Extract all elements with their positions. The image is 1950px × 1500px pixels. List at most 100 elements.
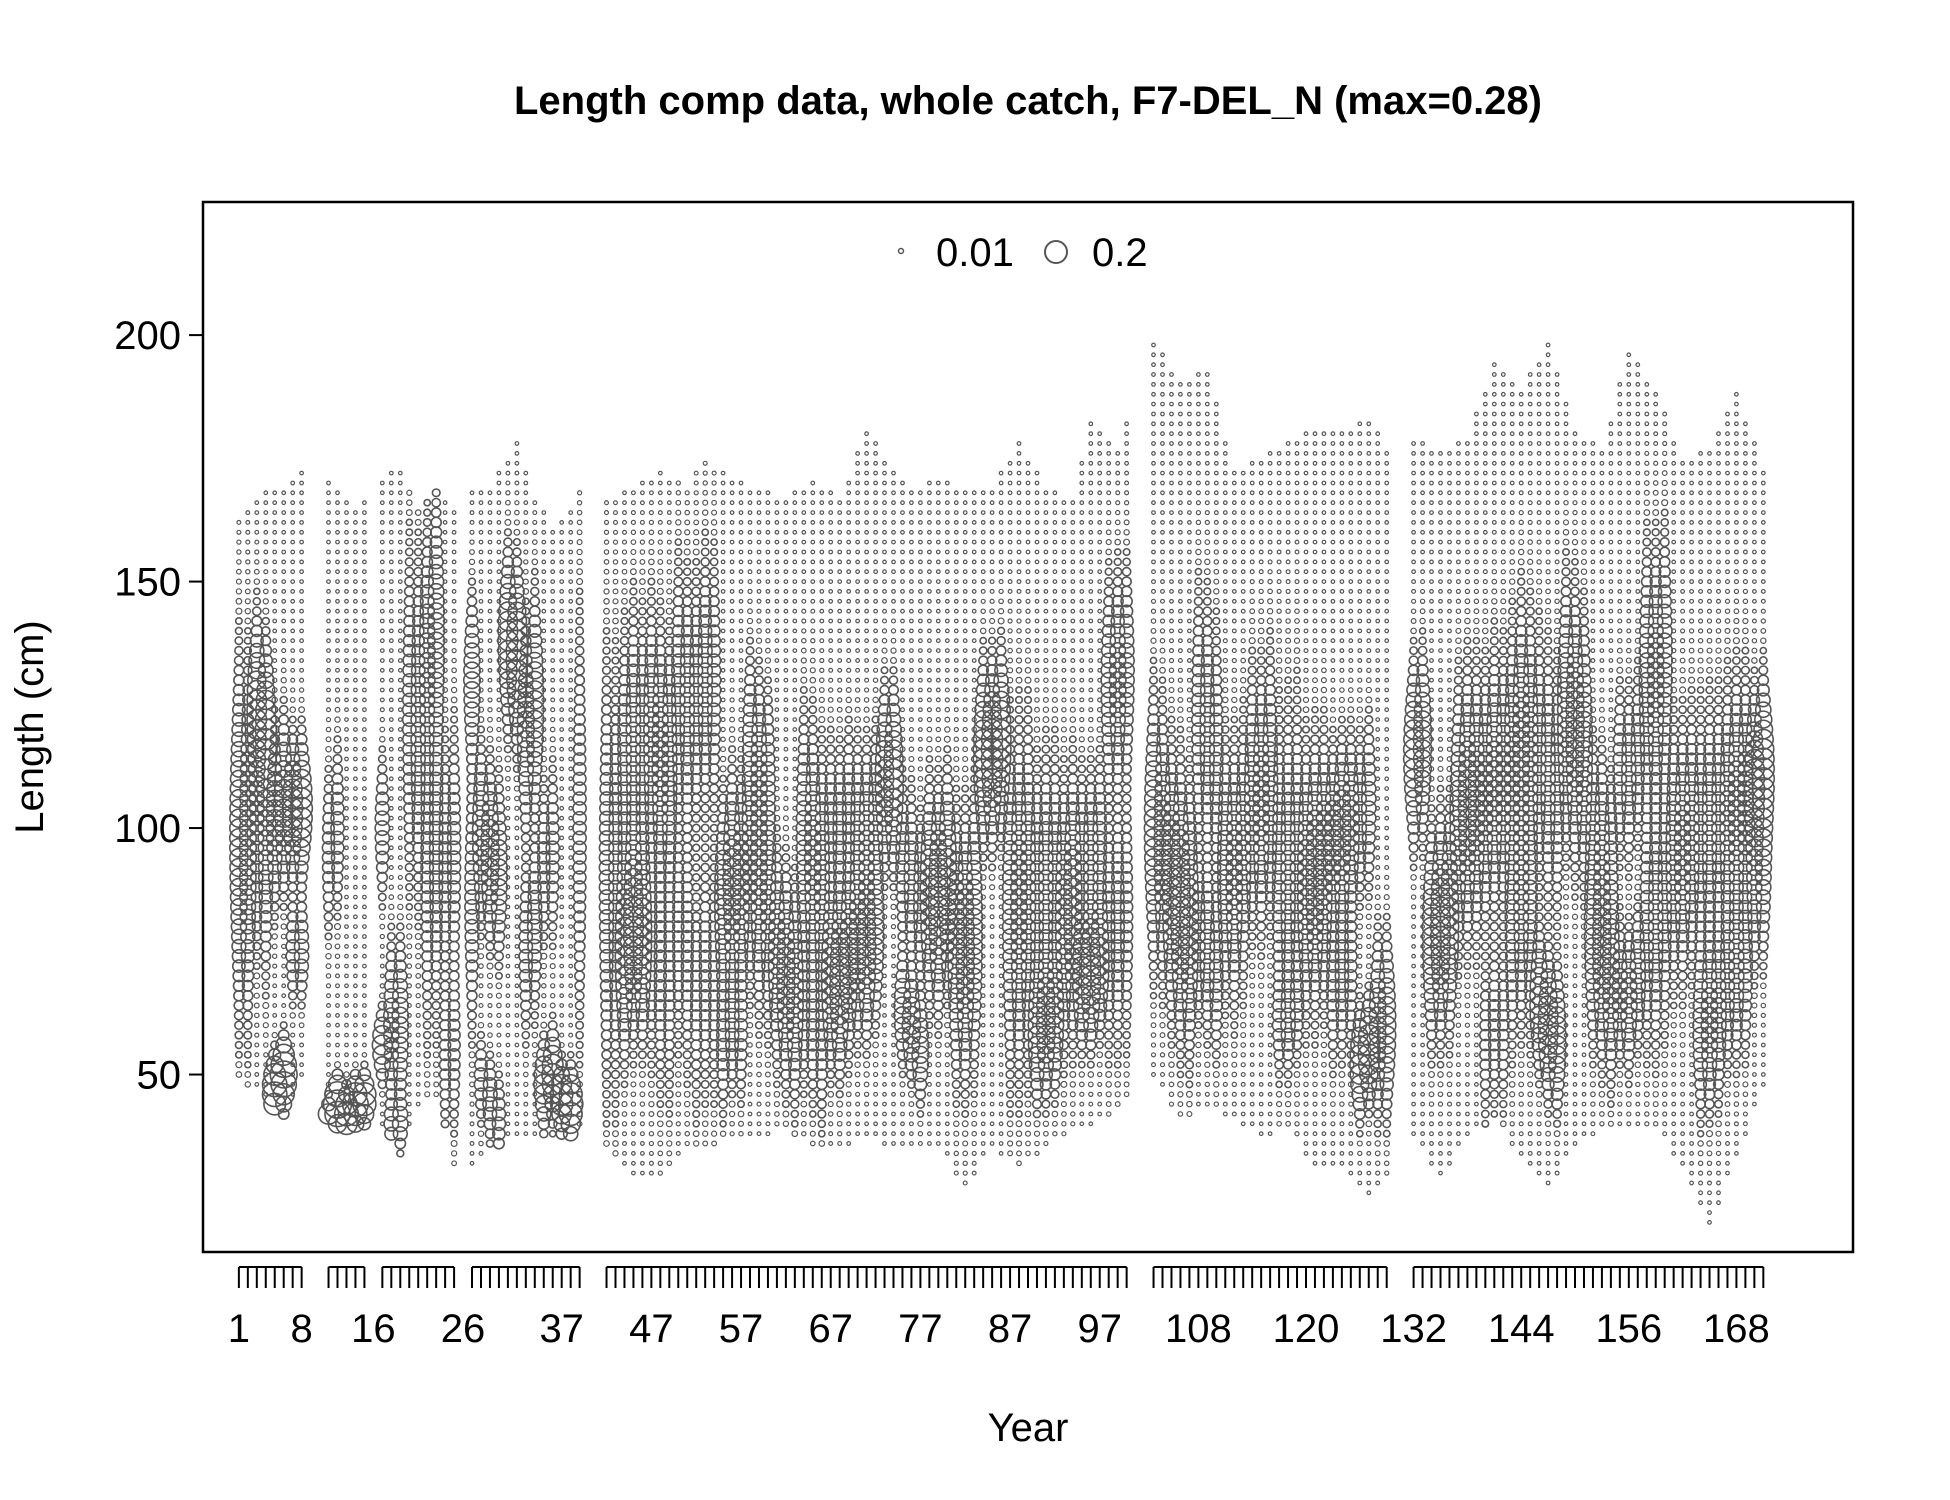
bubble <box>675 1131 681 1137</box>
bubble <box>628 615 639 627</box>
bubble <box>909 618 914 624</box>
bubble <box>846 549 852 555</box>
bubble <box>362 953 367 959</box>
bubble <box>285 849 301 866</box>
bubble <box>518 653 533 668</box>
bubble <box>397 510 403 515</box>
bubble <box>792 697 798 703</box>
bubble <box>428 721 444 738</box>
bubble <box>485 1050 495 1060</box>
bubble <box>900 687 905 693</box>
bubble <box>916 804 925 813</box>
bubble <box>493 1079 505 1090</box>
bubble <box>854 687 861 693</box>
bubble <box>344 904 349 910</box>
bubble <box>718 1109 728 1119</box>
bubble <box>353 815 358 821</box>
bubble <box>262 598 269 605</box>
bubble <box>572 800 587 816</box>
bubble <box>254 1022 260 1028</box>
bubble <box>397 845 403 851</box>
bubble <box>388 490 394 496</box>
bubble <box>792 520 798 525</box>
bubble <box>854 697 861 703</box>
bubble <box>299 559 304 565</box>
bubble <box>568 667 574 673</box>
bubble <box>576 1100 583 1108</box>
bubble <box>406 1052 412 1058</box>
bubble <box>891 1121 896 1127</box>
bubble <box>401 731 417 747</box>
bubble <box>362 1003 367 1008</box>
bubble <box>249 860 264 875</box>
bubble <box>326 1032 331 1038</box>
bubble <box>908 746 915 753</box>
bubble <box>602 1119 611 1128</box>
bubble <box>720 638 726 644</box>
bubble <box>666 1140 673 1147</box>
bubble <box>747 608 753 615</box>
bubble <box>638 587 646 595</box>
bubble <box>727 754 737 764</box>
bubble <box>755 1051 763 1059</box>
bubble <box>514 934 520 939</box>
bubble <box>872 667 879 673</box>
bubble <box>272 579 278 584</box>
bubble <box>451 657 457 664</box>
bubble <box>550 539 556 545</box>
bubble <box>402 751 417 767</box>
bubble <box>559 835 565 841</box>
bubble <box>393 1096 408 1112</box>
bubble <box>908 1121 914 1127</box>
bubble <box>362 825 367 831</box>
bubble <box>236 519 242 525</box>
bubble <box>918 559 923 565</box>
bubble <box>353 579 358 584</box>
bubble <box>299 480 304 486</box>
bubble <box>720 569 726 575</box>
bubble <box>550 707 556 713</box>
bubble <box>611 1089 620 1099</box>
bubble <box>406 1101 412 1107</box>
bubble <box>665 1099 674 1109</box>
bubble <box>281 589 287 594</box>
bubble <box>428 731 444 747</box>
bubble <box>799 1090 808 1099</box>
bubble <box>559 539 565 545</box>
bubble <box>397 815 403 821</box>
bubble <box>334 973 341 979</box>
bubble <box>621 1101 628 1108</box>
bubble <box>711 509 718 516</box>
bubble <box>391 1026 410 1045</box>
bubble <box>414 922 423 931</box>
bubble <box>298 1032 305 1038</box>
bubble <box>873 579 878 584</box>
bubble <box>882 953 887 959</box>
bubble <box>505 983 511 989</box>
bubble <box>792 500 798 506</box>
bubble <box>612 510 619 516</box>
bubble <box>289 1022 296 1029</box>
bubble <box>379 589 385 594</box>
bubble <box>872 687 879 693</box>
bubble <box>621 559 628 565</box>
bubble <box>750 888 768 907</box>
bubble <box>428 860 444 875</box>
bubble <box>439 773 451 785</box>
bubble <box>415 1042 421 1048</box>
bubble <box>882 1131 887 1137</box>
bubble <box>550 677 556 683</box>
bubble <box>873 589 878 594</box>
bubble <box>657 1130 664 1137</box>
bubble <box>295 901 308 913</box>
bubble <box>353 589 358 594</box>
bubble <box>891 1101 896 1107</box>
bubble <box>691 863 701 872</box>
bubble <box>562 1125 579 1142</box>
bubble <box>746 627 754 635</box>
bubble <box>693 500 699 506</box>
bubble <box>262 1001 270 1010</box>
bubble <box>855 1101 861 1107</box>
bubble <box>651 779 669 798</box>
bubble <box>828 1121 834 1127</box>
